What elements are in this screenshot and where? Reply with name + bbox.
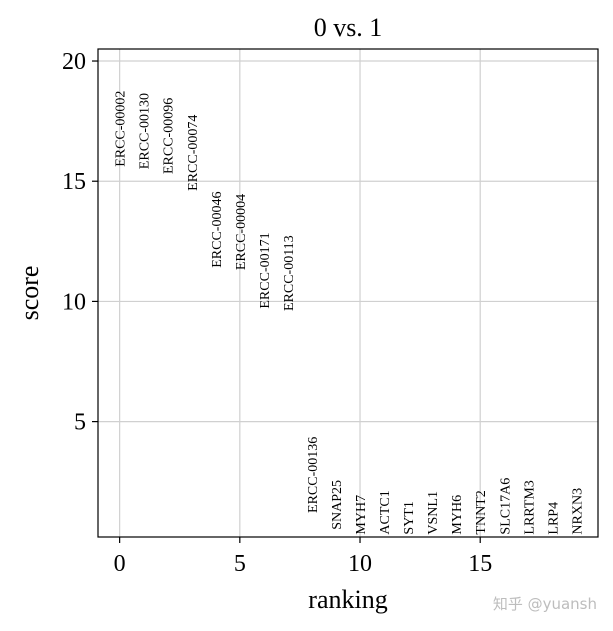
y-tick-label: 15 xyxy=(62,169,86,195)
watermark: 知乎 @yuansh xyxy=(493,595,597,613)
data-point-label: ERCC-00096 xyxy=(162,98,177,174)
data-point-label: ERCC-00046 xyxy=(210,192,225,268)
y-tick-label: 20 xyxy=(62,49,86,75)
x-tick-label: 15 xyxy=(468,551,492,577)
data-point-label: TNNT2 xyxy=(474,490,489,534)
data-point-label: VSNL1 xyxy=(426,491,441,535)
data-point-label: ERCC-00074 xyxy=(186,115,201,191)
plot-frame xyxy=(97,48,599,538)
x-tick-label: 5 xyxy=(234,551,246,577)
data-point-label: ERCC-00171 xyxy=(258,232,273,308)
axis-ticks: 0 5 10 15 5 10 15 20 xyxy=(62,49,492,577)
data-point-label: MYH7 xyxy=(354,495,369,535)
gene-labels: ERCC-00002 ERCC-00130 ERCC-00096 ERCC-00074… xyxy=(114,91,586,535)
chart-title: 0 vs. 1 xyxy=(314,13,383,42)
data-point-label: LRRTM3 xyxy=(522,480,537,534)
y-tick-label: 5 xyxy=(74,410,86,436)
grid-lines xyxy=(98,49,598,537)
y-axis-title: score xyxy=(15,266,44,321)
data-point-label: ERCC-00002 xyxy=(114,91,129,167)
data-point-label: LRP4 xyxy=(546,502,561,535)
data-point-label: SYT1 xyxy=(402,501,417,534)
x-tick-label: 10 xyxy=(348,551,372,577)
data-point-label: ERCC-00113 xyxy=(282,235,297,311)
data-point-label: NRXN3 xyxy=(570,488,585,535)
data-point-label: ERCC-00004 xyxy=(234,194,249,270)
data-point-label: ERCC-00136 xyxy=(306,437,321,513)
x-tick-label: 0 xyxy=(114,551,126,577)
data-point-label: SLC17A6 xyxy=(498,478,513,535)
data-point-label: ERCC-00130 xyxy=(138,93,153,169)
data-point-label: ACTC1 xyxy=(378,490,393,534)
y-tick-label: 10 xyxy=(62,289,86,315)
x-axis-title: ranking xyxy=(308,585,387,614)
data-point-label: MYH6 xyxy=(450,495,465,535)
data-point-label: SNAP25 xyxy=(330,480,345,530)
